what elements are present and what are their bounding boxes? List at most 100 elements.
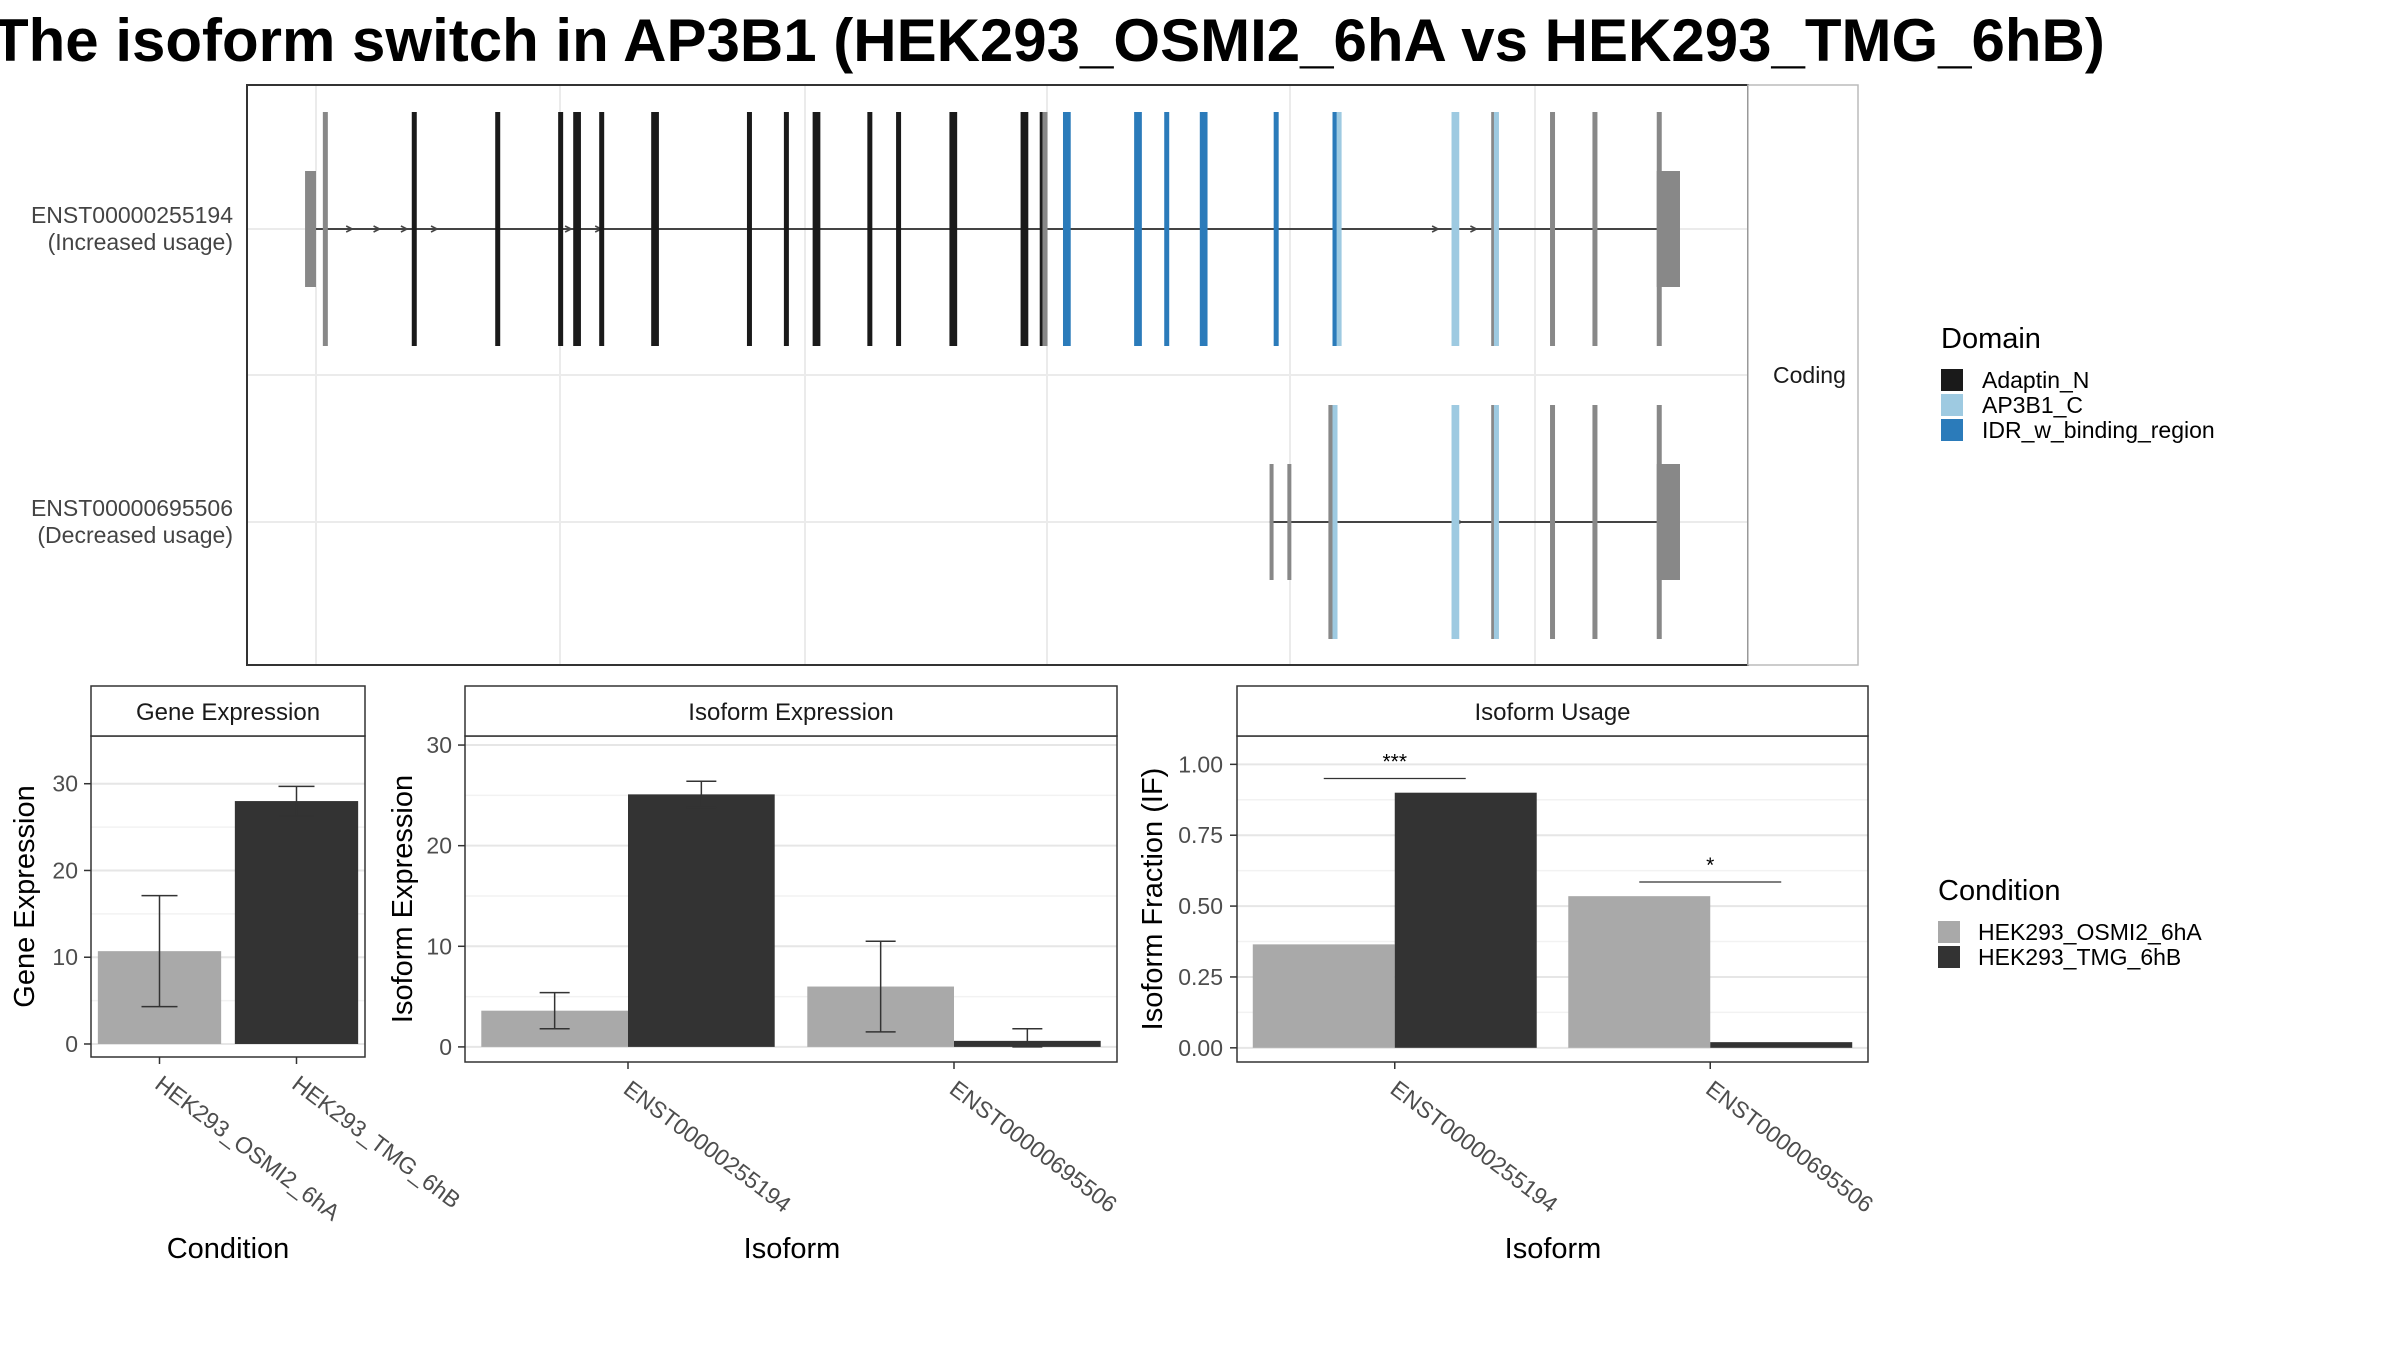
y-tick-label: 20 <box>426 833 452 859</box>
condition-legend-label: HEK293_OSMI2_6hA <box>1978 919 2202 945</box>
transcript-id-label: ENST00000695506 <box>31 495 233 521</box>
exon-block <box>1451 112 1457 346</box>
strand-arrow <box>1431 225 1440 233</box>
domain-legend-label: AP3B1_C <box>1982 392 2083 418</box>
exon-block <box>896 112 902 346</box>
exon-block <box>1065 112 1071 346</box>
exon-block <box>1592 112 1598 346</box>
panel-strip <box>464 685 1118 737</box>
exon-block <box>1493 405 1499 639</box>
transcript-usage-label: (Increased usage) <box>48 229 233 255</box>
y-tick-label: 30 <box>426 732 452 758</box>
strand-arrow <box>564 225 573 233</box>
y-tick-label: 20 <box>52 857 78 883</box>
exon-block <box>411 112 417 346</box>
utr-block <box>1656 171 1680 287</box>
bar <box>1710 1042 1853 1048</box>
y-tick-label: 0 <box>65 1031 78 1057</box>
condition-legend-label: HEK293_TMG_6hB <box>1978 944 2181 970</box>
domain-legend-key <box>1941 394 1963 416</box>
strand-arrow <box>373 225 382 233</box>
condition-legend-title: Condition <box>1938 875 2061 907</box>
exon-block <box>1023 112 1029 346</box>
transcript-track <box>305 112 1680 346</box>
exon-block <box>1164 112 1170 346</box>
domain-legend-label: Adaptin_N <box>1982 367 2089 393</box>
exon-block <box>1550 405 1556 639</box>
strand-arrow <box>1470 225 1479 233</box>
y-tick-label: 0.00 <box>1178 1035 1223 1061</box>
exon-block <box>1493 112 1499 346</box>
exon-block <box>746 112 752 346</box>
y-axis-title: Isoform Fraction (IF) <box>1137 768 1169 1031</box>
y-tick-label: 1.00 <box>1178 751 1223 777</box>
gene-structure-panel: ENST00000255194(Increased usage) ENST0000… <box>31 84 1859 666</box>
strand-arrow <box>400 225 409 233</box>
x-tick-label: ENST00000255194 <box>1386 1075 1563 1217</box>
exon-block <box>1039 112 1045 346</box>
x-axis-title: Isoform <box>744 1233 841 1265</box>
panel-strip <box>90 685 366 737</box>
exon-block <box>1491 112 1497 346</box>
exon-block <box>1332 112 1338 346</box>
exon-block <box>1336 112 1342 346</box>
transcript-track <box>1269 405 1680 639</box>
y-axis-title: Gene Expression <box>9 785 41 1007</box>
strand-arrow <box>430 225 439 233</box>
coding-strip-label: Coding <box>1773 362 1846 388</box>
x-tick-label: ENST00000255194 <box>619 1075 796 1217</box>
domain-legend-title: Domain <box>1941 323 2041 355</box>
exon-block <box>1550 112 1556 346</box>
significance-label: * <box>1706 854 1714 877</box>
exon-block <box>1042 112 1048 346</box>
utr-block <box>1656 464 1680 580</box>
y-axis-title: Isoform Expression <box>387 775 419 1023</box>
coding-strip <box>1747 84 1859 666</box>
page-title: The isoform switch in AP3B1 (HEK293_OSMI… <box>0 7 2105 74</box>
exon-block <box>558 112 564 346</box>
exon-block <box>495 112 501 346</box>
exon-block <box>812 112 818 346</box>
transcript-usage-label: (Decreased usage) <box>37 522 233 548</box>
significance-label: *** <box>1382 751 1407 774</box>
x-axis-title: Isoform <box>1505 1233 1602 1265</box>
condition-legend-key <box>1938 946 1960 968</box>
exon-block <box>653 112 659 346</box>
x-tick-label: ENST00000695506 <box>1701 1075 1878 1217</box>
exon-block <box>322 112 328 346</box>
exon-block <box>1134 112 1140 346</box>
exon-block <box>1454 405 1460 639</box>
bar <box>1252 944 1395 1048</box>
exon-block <box>1202 112 1208 346</box>
bar <box>234 801 359 1044</box>
y-tick-label: 10 <box>426 933 452 959</box>
y-tick-label: 0.75 <box>1178 822 1223 848</box>
exon-block <box>949 112 955 346</box>
x-tick-label: ENST00000695506 <box>945 1075 1122 1217</box>
utr-mark <box>1287 464 1292 580</box>
exon-block <box>1656 112 1662 346</box>
y-tick-label: 0 <box>439 1034 452 1060</box>
exon-block <box>651 112 657 346</box>
x-axis-title: Condition <box>167 1233 290 1265</box>
domain-legend-key <box>1941 419 1963 441</box>
exon-block <box>1491 405 1497 639</box>
domain-legend-label: IDR_w_binding_region <box>1982 417 2215 443</box>
bar <box>1394 792 1537 1048</box>
exon-block <box>575 112 581 346</box>
panel-strip-label: Gene Expression <box>136 699 320 726</box>
exon-block <box>1656 405 1662 639</box>
exon-block <box>1273 112 1279 346</box>
bar-panel: 0.000.250.500.751.00 ****ENST00000255194 E… <box>1137 685 1878 1265</box>
domain-legend-key <box>1941 369 1963 391</box>
panel-strip-label: Isoform Expression <box>688 699 893 726</box>
exon-block <box>815 112 821 346</box>
exon-block <box>1454 112 1460 346</box>
bar <box>1568 896 1711 1048</box>
exon-block <box>1332 405 1338 639</box>
exon-block <box>1592 405 1598 639</box>
y-tick-label: 10 <box>52 944 78 970</box>
exon-block <box>1451 405 1457 639</box>
exon-block <box>952 112 958 346</box>
